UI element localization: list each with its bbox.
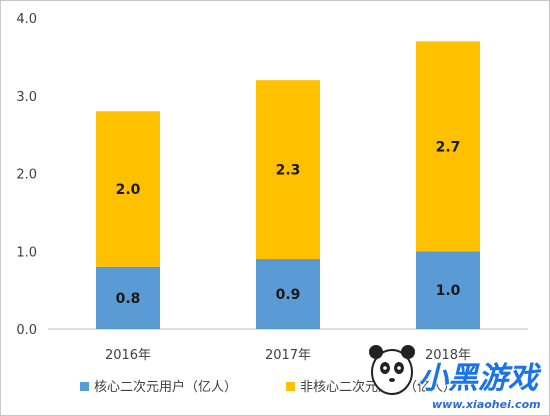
legend-swatch bbox=[80, 382, 89, 391]
y-tick-label: 3.0 bbox=[16, 90, 37, 105]
data-labels: 0.8 2.0 0.9 2.3 1.0 2.7 bbox=[116, 139, 461, 307]
data-label: 0.8 bbox=[116, 291, 141, 307]
y-tick-label: 0.0 bbox=[16, 323, 37, 338]
bar-segment bbox=[96, 111, 160, 267]
bar-segment bbox=[96, 266, 160, 329]
y-tick-label: 1.0 bbox=[16, 245, 37, 260]
x-tick-label: 2016年 bbox=[105, 348, 151, 363]
watermark-text: 小黑游戏 bbox=[418, 361, 542, 396]
x-tick-label: 2017年 bbox=[265, 348, 311, 363]
x-tick-label: 2018年 bbox=[425, 348, 471, 363]
data-label: 2.0 bbox=[116, 182, 141, 198]
bar-segment bbox=[416, 41, 480, 252]
legend-label: 核心二次元用户（亿人） bbox=[94, 379, 237, 395]
bar-segment bbox=[256, 259, 320, 329]
panda-mascot-icon bbox=[369, 345, 415, 395]
data-label: 1.0 bbox=[436, 283, 461, 299]
watermark-url: www.xiaohei.com bbox=[432, 398, 541, 411]
watermark-logo: 小黑游戏 www.xiaohei.com bbox=[369, 345, 543, 411]
bar-segment bbox=[416, 251, 480, 329]
y-tick-label: 4.0 bbox=[16, 12, 37, 27]
data-label: 2.3 bbox=[276, 163, 301, 179]
data-label: 0.9 bbox=[276, 287, 301, 303]
y-tick-label: 2.0 bbox=[16, 168, 37, 183]
data-label: 2.7 bbox=[436, 139, 461, 155]
bar-segment bbox=[256, 80, 320, 260]
bars bbox=[96, 41, 480, 329]
legend-swatch bbox=[286, 382, 295, 391]
